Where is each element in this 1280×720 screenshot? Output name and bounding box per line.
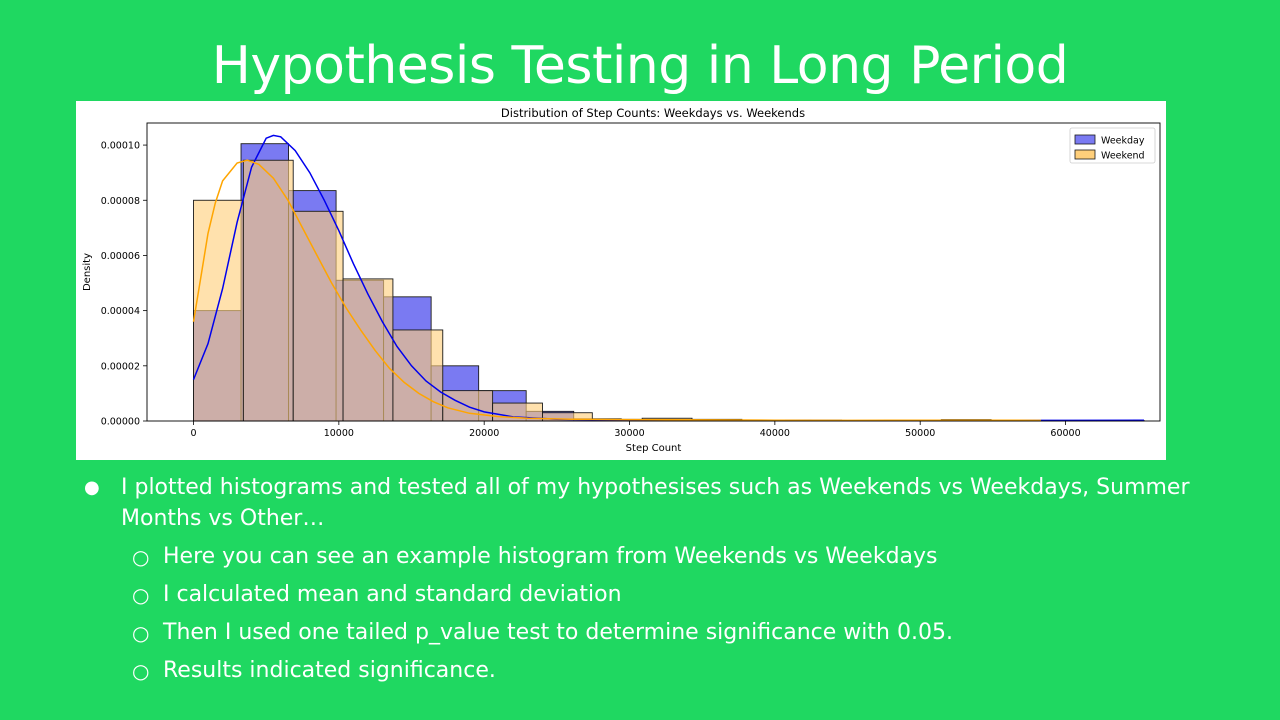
legend-label-weekday: Weekday xyxy=(1101,136,1145,147)
y-axis: 0.00000 0.00002 0.00004 0.00006 0.00008 0.000… xyxy=(101,141,147,428)
y-tick-label: 0.00002 xyxy=(101,361,140,372)
plot-kde-lines xyxy=(192,134,1145,422)
plot-bars xyxy=(193,143,1145,422)
kde-line-weekend xyxy=(192,159,1042,422)
bullet-circle-icon: ○ xyxy=(132,545,150,569)
x-tick-label: 30000 xyxy=(614,428,644,439)
histogram-chart: Distribution of Step Counts: Weekdays vs… xyxy=(82,106,1161,454)
histogram-bar-weekend xyxy=(342,278,394,422)
sub-bullet-text: Here you can see an example histogram fr… xyxy=(163,544,938,569)
sub-bullet-item: ○ Results indicated significance. xyxy=(84,652,1234,690)
bullet-circle-icon: ○ xyxy=(132,621,150,645)
bullet-item: ● I plotted histograms and tested all of… xyxy=(84,472,1234,534)
sub-bullet-item: ○ I calculated mean and standard deviati… xyxy=(84,576,1234,614)
histogram-bar-weekend xyxy=(242,159,294,422)
x-tick-label: 50000 xyxy=(905,428,935,439)
x-tick-label: 60000 xyxy=(1050,428,1080,439)
y-tick-label: 0.00008 xyxy=(101,196,140,207)
chart-panel: Distribution of Step Counts: Weekdays vs… xyxy=(76,101,1166,460)
sub-bullet-item: ○ Here you can see an example histogram … xyxy=(84,538,1234,576)
x-tick-label: 40000 xyxy=(760,428,790,439)
y-tick-label: 0.00010 xyxy=(101,141,140,152)
bullet-text: I plotted histograms and tested all of m… xyxy=(121,475,1190,531)
bullet-circle-icon: ○ xyxy=(132,659,150,683)
legend-swatch-weekday xyxy=(1074,134,1096,145)
histogram-bar-weekend xyxy=(193,199,244,422)
bullet-list: ● I plotted histograms and tested all of… xyxy=(84,472,1234,690)
x-tick-label: 20000 xyxy=(469,428,499,439)
bullet-dot-icon: ● xyxy=(84,477,100,498)
chart-title: Distribution of Step Counts: Weekdays vs… xyxy=(501,106,805,120)
sub-bullet-text: Then I used one tailed p_value test to d… xyxy=(163,620,953,645)
legend-swatch-weekend xyxy=(1074,149,1096,160)
y-tick-label: 0.00004 xyxy=(101,306,140,317)
x-axis-label: Step Count xyxy=(626,443,682,454)
y-tick-label: 0.00000 xyxy=(101,417,140,428)
histogram-bar-weekend xyxy=(292,210,344,422)
sub-bullet-text: Results indicated significance. xyxy=(163,658,496,683)
legend-label-weekend: Weekend xyxy=(1101,151,1145,162)
x-tick-label: 10000 xyxy=(324,428,354,439)
histogram-bar-weekend xyxy=(392,329,444,422)
x-tick-label: 0 xyxy=(190,428,196,439)
plot-frame xyxy=(146,122,1161,422)
bullet-circle-icon: ○ xyxy=(132,583,150,607)
x-axis: 0 10000 20000 30000 40000 50000 60000 xyxy=(190,421,1081,439)
slide-title: Hypothesis Testing in Long Period xyxy=(211,36,1069,96)
y-axis-label: Density xyxy=(82,253,93,291)
sub-bullet-item: ○ Then I used one tailed p_value test to… xyxy=(84,614,1234,652)
sub-bullet-text: I calculated mean and standard deviation xyxy=(163,582,622,607)
chart-legend: Weekday Weekend xyxy=(1069,127,1156,164)
y-tick-label: 0.00006 xyxy=(101,251,140,262)
